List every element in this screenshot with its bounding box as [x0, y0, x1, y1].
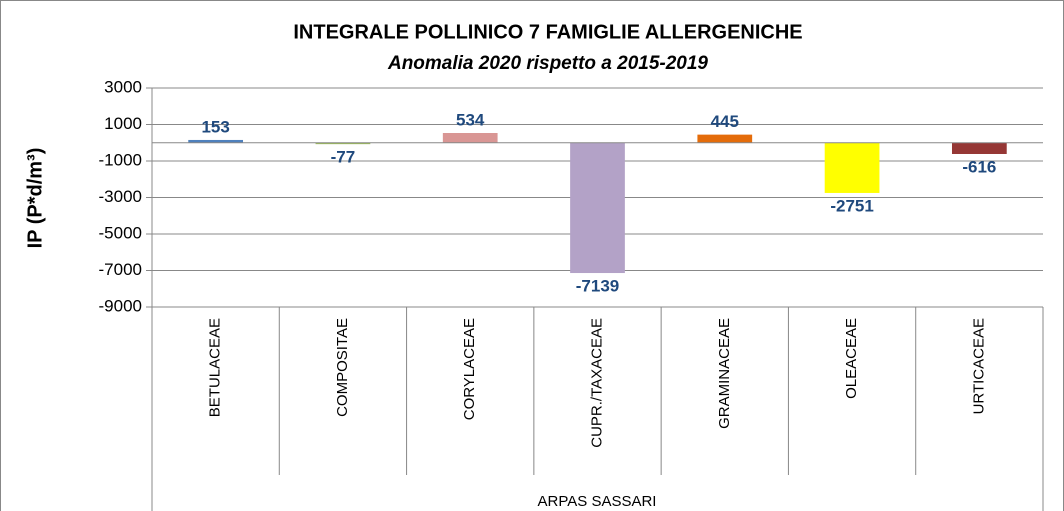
x-tick-label: OLEACEAE — [843, 318, 860, 399]
data-label: -7139 — [576, 277, 619, 296]
chart-title: INTEGRALE POLLINICO 7 FAMIGLIE ALLERGENI… — [293, 21, 802, 43]
x-tick-label: COMPOSITAE — [334, 318, 351, 417]
data-label: 153 — [201, 117, 229, 136]
x-tick-label: BETULACEAE — [207, 318, 224, 417]
data-label: -2751 — [830, 196, 873, 215]
y-tick-label: -1000 — [99, 150, 142, 169]
group-label: ARPAS SASSARI — [538, 493, 657, 510]
bar — [570, 142, 625, 274]
x-tick-label: CUPR./TAXACEAE — [588, 318, 605, 448]
bar — [951, 142, 1007, 154]
x-tick-label: GRAMINACEAE — [716, 318, 733, 429]
bar — [442, 133, 498, 143]
y-axis-label: IP (P*d/m³) — [24, 148, 46, 249]
y-tick-label: -3000 — [99, 187, 142, 206]
bar — [824, 142, 880, 193]
x-tick-label: CORYLACEAE — [461, 318, 478, 420]
data-label: 445 — [711, 112, 739, 131]
bar — [697, 134, 753, 143]
bar — [188, 139, 244, 143]
data-label: 534 — [456, 110, 485, 129]
y-tick-label: -5000 — [99, 223, 142, 242]
bar — [315, 142, 371, 145]
y-tick-label: 1000 — [104, 114, 142, 133]
y-tick-label: -9000 — [99, 296, 142, 315]
data-label: -77 — [331, 148, 356, 167]
chart-subtitle: Anomalia 2020 rispetto a 2015-2019 — [387, 53, 708, 74]
data-label: -616 — [962, 157, 996, 176]
y-tick-label: -7000 — [99, 260, 142, 279]
y-tick-label: 3000 — [104, 77, 142, 96]
x-tick-label: URTICACEAE — [970, 318, 987, 414]
